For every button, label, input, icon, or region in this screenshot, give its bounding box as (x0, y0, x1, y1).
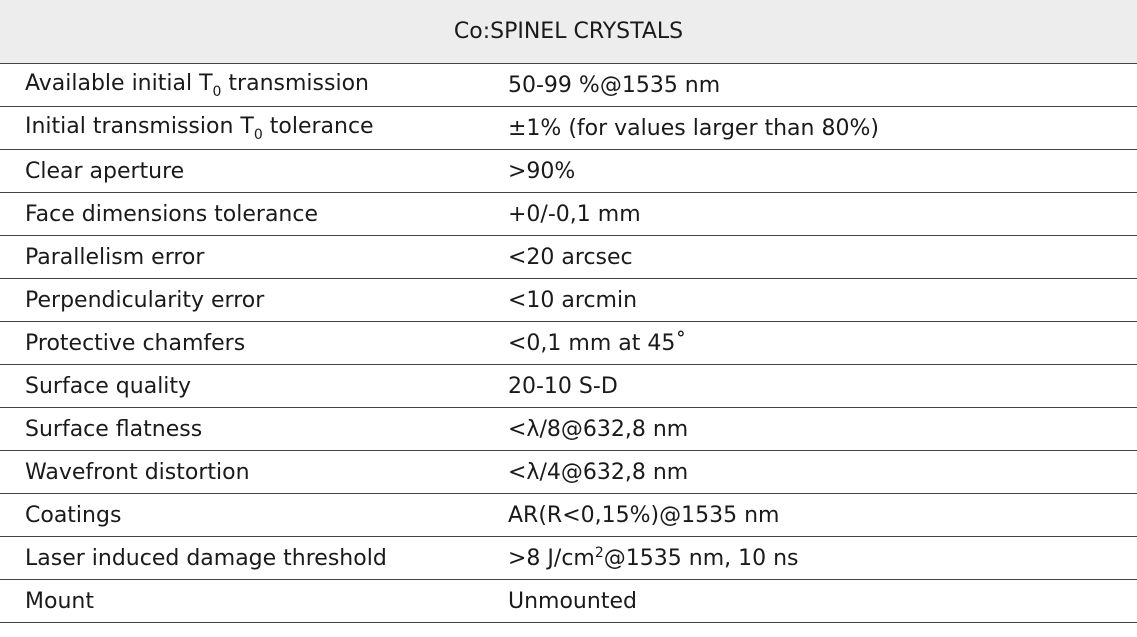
cell-text: @1535 nm, 10 ns (603, 546, 799, 571)
cell-text: <λ/4@632,8 nm (508, 459, 689, 485)
cell-text: 20-10 S-D (508, 373, 618, 399)
table-row: Surface flatness <λ/8@632,8 nm (0, 408, 1137, 451)
row-value: 20-10 S-D (508, 374, 618, 399)
row-value: <0,1 mm at 45˚ (508, 331, 686, 356)
cell-text: +0/-0,1 mm (508, 201, 641, 227)
cell-text: Parallelism error (25, 244, 205, 270)
row-label: Coatings (25, 503, 121, 528)
cell-text: >90% (508, 158, 576, 184)
cell-text: tolerance (262, 113, 374, 139)
row-value: ±1% (for values larger than 80%) (508, 116, 879, 141)
table-row: Parallelism error <20 arcsec (0, 236, 1137, 279)
row-value: >8 J/cm2@1535 nm, 10 ns (508, 545, 799, 571)
cell-text: 50-99 %@1535 nm (508, 72, 721, 98)
subscript: 0 (212, 83, 222, 100)
cell-text: Mount (25, 588, 94, 614)
cell-text: >8 J/cm (508, 546, 595, 571)
row-value: <20 arcsec (508, 245, 633, 270)
cell-text: Clear aperture (25, 158, 185, 184)
row-label: Available initial T0 transmission (25, 71, 369, 100)
row-label: Protective chamfers (25, 331, 245, 356)
table-row: Clear aperture >90% (0, 150, 1137, 193)
cell-text: AR(R<0,15%)@1535 nm (508, 502, 780, 528)
row-value: >90% (508, 159, 575, 184)
row-label: Laser induced damage threshold (25, 546, 387, 571)
table-title: Co:SPINEL CRYSTALS (0, 0, 1137, 64)
cell-text: <20 arcsec (508, 244, 633, 270)
subscript: 0 (253, 126, 263, 143)
cell-text: Face dimensions tolerance (25, 201, 318, 227)
table-row: Laser induced damage threshold >8 J/cm2@1… (0, 537, 1137, 580)
table-row: Surface quality 20-10 S-D (0, 365, 1137, 408)
table-row: Face dimensions tolerance +0/-0,1 mm (0, 193, 1137, 236)
superscript: 2 (594, 545, 604, 561)
table-row: Mount Unmounted (0, 580, 1137, 623)
row-label: Perpendicularity error (25, 288, 264, 313)
cell-text: <10 arcmin (508, 287, 638, 313)
cell-text: Perpendicularity error (25, 287, 265, 313)
row-value: Unmounted (508, 589, 637, 614)
cell-text: transmission (221, 70, 369, 96)
row-value: 50-99 %@1535 nm (508, 73, 720, 98)
row-label: Surface flatness (25, 417, 202, 442)
row-label: Initial transmission T0 tolerance (25, 114, 374, 143)
row-value: <10 arcmin (508, 288, 637, 313)
cell-text: Unmounted (508, 588, 637, 614)
cell-text: <λ/8@632,8 nm (508, 416, 689, 442)
row-label: Clear aperture (25, 159, 184, 184)
row-value: <λ/8@632,8 nm (508, 417, 688, 442)
row-label: Mount (25, 589, 94, 614)
cell-text: ±1% (for values larger than 80%) (508, 115, 879, 141)
table-row: Protective chamfers <0,1 mm at 45˚ (0, 322, 1137, 365)
row-label: Parallelism error (25, 245, 204, 270)
title-text: Co:SPINEL CRYSTALS (453, 19, 684, 44)
row-value: <λ/4@632,8 nm (508, 460, 688, 485)
cell-text: Surface flatness (25, 416, 203, 442)
cell-text: Surface quality (25, 373, 192, 399)
cell-text: <0,1 mm at 45˚ (508, 330, 687, 356)
cell-text: Coatings (25, 502, 122, 528)
row-label: Face dimensions tolerance (25, 202, 318, 227)
cell-text: Protective chamfers (25, 330, 246, 356)
row-label: Surface quality (25, 374, 191, 399)
table-row: Wavefront distortion <λ/4@632,8 nm (0, 451, 1137, 494)
cell-text: Initial transmission T (25, 113, 254, 139)
table-row: Initial transmission T0 tolerance ±1% (fo… (0, 107, 1137, 150)
row-value: +0/-0,1 mm (508, 202, 641, 227)
table-row: Available initial T0 transmission 50-99 %… (0, 64, 1137, 107)
table-body: Available initial T0 transmission 50-99 %… (0, 64, 1137, 623)
row-label: Wavefront distortion (25, 460, 250, 485)
table-row: Perpendicularity error <10 arcmin (0, 279, 1137, 322)
cell-text: Laser induced damage threshold (25, 545, 387, 571)
row-value: AR(R<0,15%)@1535 nm (508, 503, 779, 528)
cell-text: Available initial T (25, 70, 213, 96)
table-row: Coatings AR(R<0,15%)@1535 nm (0, 494, 1137, 537)
cell-text: Wavefront distortion (25, 459, 250, 485)
